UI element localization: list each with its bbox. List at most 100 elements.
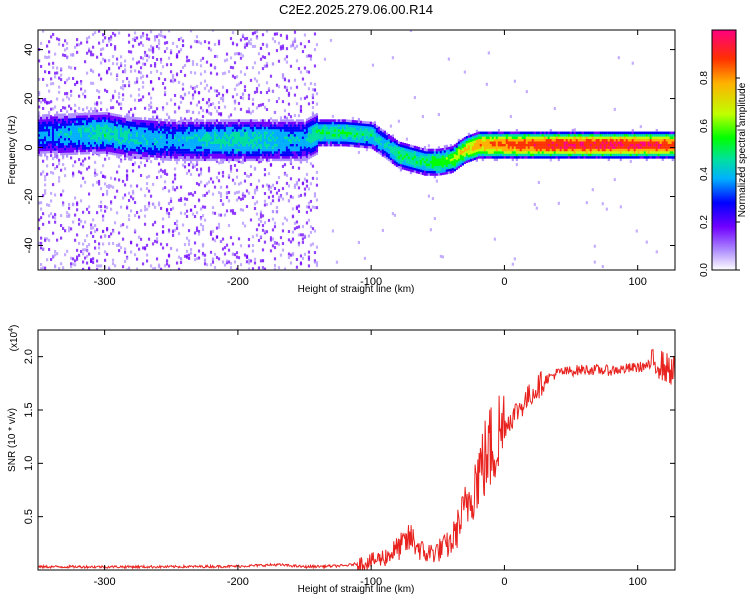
spectrogram-cell — [221, 170, 225, 174]
spectrogram-cell — [353, 139, 357, 143]
spectrogram-cell — [197, 151, 201, 154]
spectrogram-cell — [199, 153, 203, 157]
spectrogram-cell — [141, 146, 145, 150]
spectrogram-cell — [403, 165, 407, 168]
spectrogram-cell — [203, 153, 207, 157]
spectrogram-cell — [249, 124, 253, 127]
spectrogram-cell — [199, 169, 203, 173]
spectrogram-cell — [131, 57, 135, 61]
spectrogram-cell — [187, 253, 191, 257]
spectrogram-cell — [237, 148, 241, 152]
spectrogram-cell — [277, 131, 281, 135]
spectrogram-cell — [217, 129, 221, 132]
spectrogram-cell — [301, 233, 305, 237]
spectrogram-cell — [231, 156, 235, 159]
spectrogram-cell — [155, 152, 159, 156]
spectrogram-cell — [103, 141, 107, 144]
spectrogram-cell — [377, 143, 381, 147]
spectrogram-cell — [65, 125, 69, 129]
spectrogram-cell — [53, 140, 57, 144]
spectrogram-cell — [47, 116, 51, 120]
spectrogram-cell — [227, 136, 231, 140]
spectrogram-cell — [41, 170, 45, 174]
spectrogram-cell — [373, 140, 377, 144]
spectrogram-cell — [181, 82, 185, 86]
spectrogram-cell — [219, 161, 223, 165]
spectrogram-cell — [261, 214, 265, 218]
spectrogram-cell — [413, 160, 417, 164]
spectrogram-cell — [135, 148, 139, 152]
spectrogram-cell — [77, 132, 81, 136]
spectrogram-cell — [271, 146, 275, 149]
spectrogram-cell — [273, 121, 277, 125]
spectrogram-cell — [239, 96, 243, 100]
spectrogram-cell — [133, 134, 137, 137]
spectrogram-cell — [57, 85, 61, 89]
spectrogram-cell — [99, 143, 103, 147]
spectrogram-cell — [409, 154, 413, 158]
spectrogram-cell — [63, 174, 67, 178]
spectrogram-cell — [365, 145, 369, 149]
spectrogram-cell — [315, 263, 319, 267]
spectrogram-cell — [143, 154, 147, 157]
spectrogram-cell — [111, 128, 115, 131]
spectrogram-cell — [275, 158, 279, 162]
spectrogram-cell — [155, 147, 159, 151]
spectrogram-cell — [65, 95, 69, 99]
spectrogram-cell — [99, 101, 103, 105]
spectrogram-cell — [47, 247, 51, 251]
spectrogram-cell — [299, 158, 303, 162]
spectrogram-cell — [287, 148, 291, 152]
spectrogram-cell — [59, 150, 63, 153]
spectrogram-cell — [73, 115, 77, 119]
spectrogram-cell — [227, 143, 231, 147]
spectrogram-cell — [279, 141, 283, 144]
spectrogram-cell — [283, 109, 287, 113]
spectrogram-cell — [247, 136, 251, 140]
spectrogram-cell — [43, 174, 47, 178]
spectrogram-cell — [119, 205, 123, 209]
spectrogram-cell — [305, 157, 309, 161]
spectrogram-cell — [55, 238, 59, 242]
spectrogram-cell — [43, 131, 47, 134]
spectrogram-cell — [239, 129, 243, 132]
spectrogram-cell — [391, 134, 395, 138]
spectrogram-cell — [139, 154, 143, 157]
spectrogram-cell — [161, 140, 165, 144]
spectrogram-cell — [243, 134, 247, 137]
spectrogram-cell — [165, 102, 169, 106]
spectrogram-cell — [275, 153, 279, 157]
spectrogram-cell — [65, 152, 69, 156]
spectrogram-cell — [47, 114, 51, 117]
spectrogram-cell — [397, 119, 401, 123]
spectrogram-cell — [343, 126, 347, 130]
spectrogram-cell — [43, 189, 47, 193]
spectrogram-cell — [57, 138, 61, 141]
spectrogram-cell — [239, 56, 243, 60]
spectrogram-cell — [357, 135, 361, 138]
spectrogram-cell — [291, 131, 295, 135]
spectrogram-cell — [231, 42, 235, 46]
spectrogram-cell — [217, 101, 221, 105]
spectrogram-cell — [267, 218, 271, 222]
spectrogram-cell — [213, 252, 217, 256]
spectrogram-cell — [101, 116, 105, 120]
spectrogram-cell — [363, 125, 367, 129]
spectrogram-cell — [235, 119, 239, 122]
spectrogram-cell — [121, 179, 125, 183]
spectrogram-cell — [425, 151, 428, 154]
spectrogram-cell — [215, 235, 219, 239]
spectrogram-cell — [45, 56, 49, 60]
spectrogram-cell — [327, 126, 331, 130]
spectrogram-cell — [61, 125, 65, 129]
spectrogram-cell — [293, 185, 297, 189]
spectrogram-cell — [38, 241, 41, 245]
spectrogram-cell — [207, 189, 211, 193]
spectrogram-cell — [277, 198, 281, 202]
spectrogram-cell — [251, 141, 255, 144]
spectrogram-cell — [89, 129, 93, 133]
spectrogram-cell — [317, 141, 321, 144]
spectrogram-cell — [135, 122, 139, 125]
spectrogram-cell — [233, 129, 237, 132]
spectrogram-cell — [371, 136, 375, 140]
